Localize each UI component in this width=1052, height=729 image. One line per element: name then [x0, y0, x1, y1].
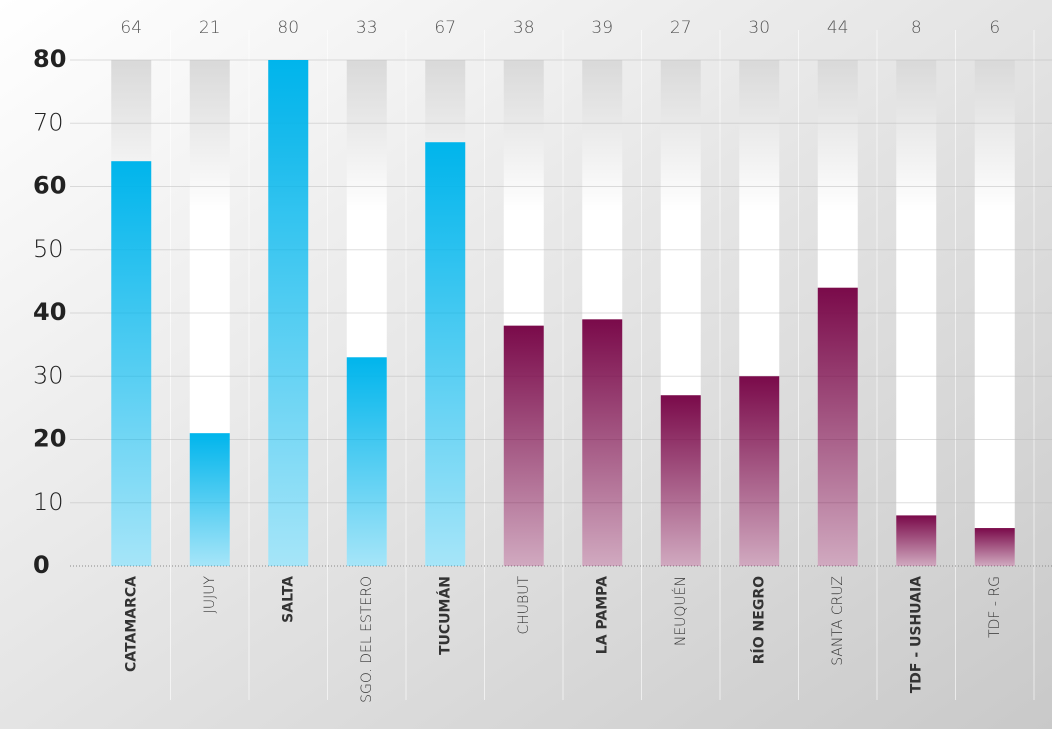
y-tick-label: 30 — [33, 361, 64, 389]
value-label: 27 — [670, 18, 692, 38]
bar — [111, 161, 152, 566]
bar — [268, 60, 309, 566]
x-tick-label: SALTA — [280, 576, 296, 623]
bar — [896, 515, 937, 566]
x-tick-label: SANTA CRUZ — [830, 576, 846, 666]
x-tick-label: RÍO NEGRO — [750, 576, 767, 664]
bar — [739, 376, 780, 566]
y-tick-label: 50 — [33, 235, 64, 263]
value-label: 21 — [199, 18, 221, 38]
value-label: 64 — [120, 18, 142, 38]
x-tick-label: CHUBUT — [516, 576, 532, 635]
x-tick-label: NEUQUÉN — [672, 576, 689, 646]
x-tick-label: TDF - USHUAIA — [908, 576, 924, 693]
bar — [660, 395, 701, 566]
x-tick-label: SGO. DEL ESTERO — [359, 576, 375, 703]
x-tick-label: LA PAMPA — [594, 576, 610, 654]
value-label: 44 — [827, 18, 849, 38]
y-tick-label: 40 — [33, 298, 66, 326]
x-tick-label: JUJUY — [202, 576, 218, 614]
value-label: 67 — [434, 18, 456, 38]
x-tick-label: CATAMARCA — [123, 576, 139, 672]
y-tick-label: 20 — [33, 425, 66, 453]
y-tick-label: 60 — [33, 172, 66, 200]
y-tick-label: 80 — [33, 45, 66, 73]
y-tick-label: 10 — [33, 488, 64, 516]
bar — [346, 357, 387, 566]
bar — [425, 142, 466, 566]
value-label: 39 — [591, 18, 613, 38]
bar — [582, 319, 623, 566]
x-tick-label: TUCUMÁN — [436, 576, 453, 655]
bar — [189, 433, 230, 566]
bar — [503, 325, 544, 566]
value-label: 38 — [513, 18, 535, 38]
bar — [974, 528, 1015, 566]
value-label: 30 — [748, 18, 770, 38]
value-label: 33 — [356, 18, 378, 38]
y-tick-label: 0 — [33, 551, 50, 579]
bar — [817, 287, 858, 566]
x-tick-label: TDF - RG — [987, 576, 1003, 638]
y-tick-label: 70 — [33, 108, 64, 136]
value-label: 8 — [911, 18, 922, 38]
value-label: 80 — [277, 18, 299, 38]
value-label: 6 — [989, 18, 1000, 38]
